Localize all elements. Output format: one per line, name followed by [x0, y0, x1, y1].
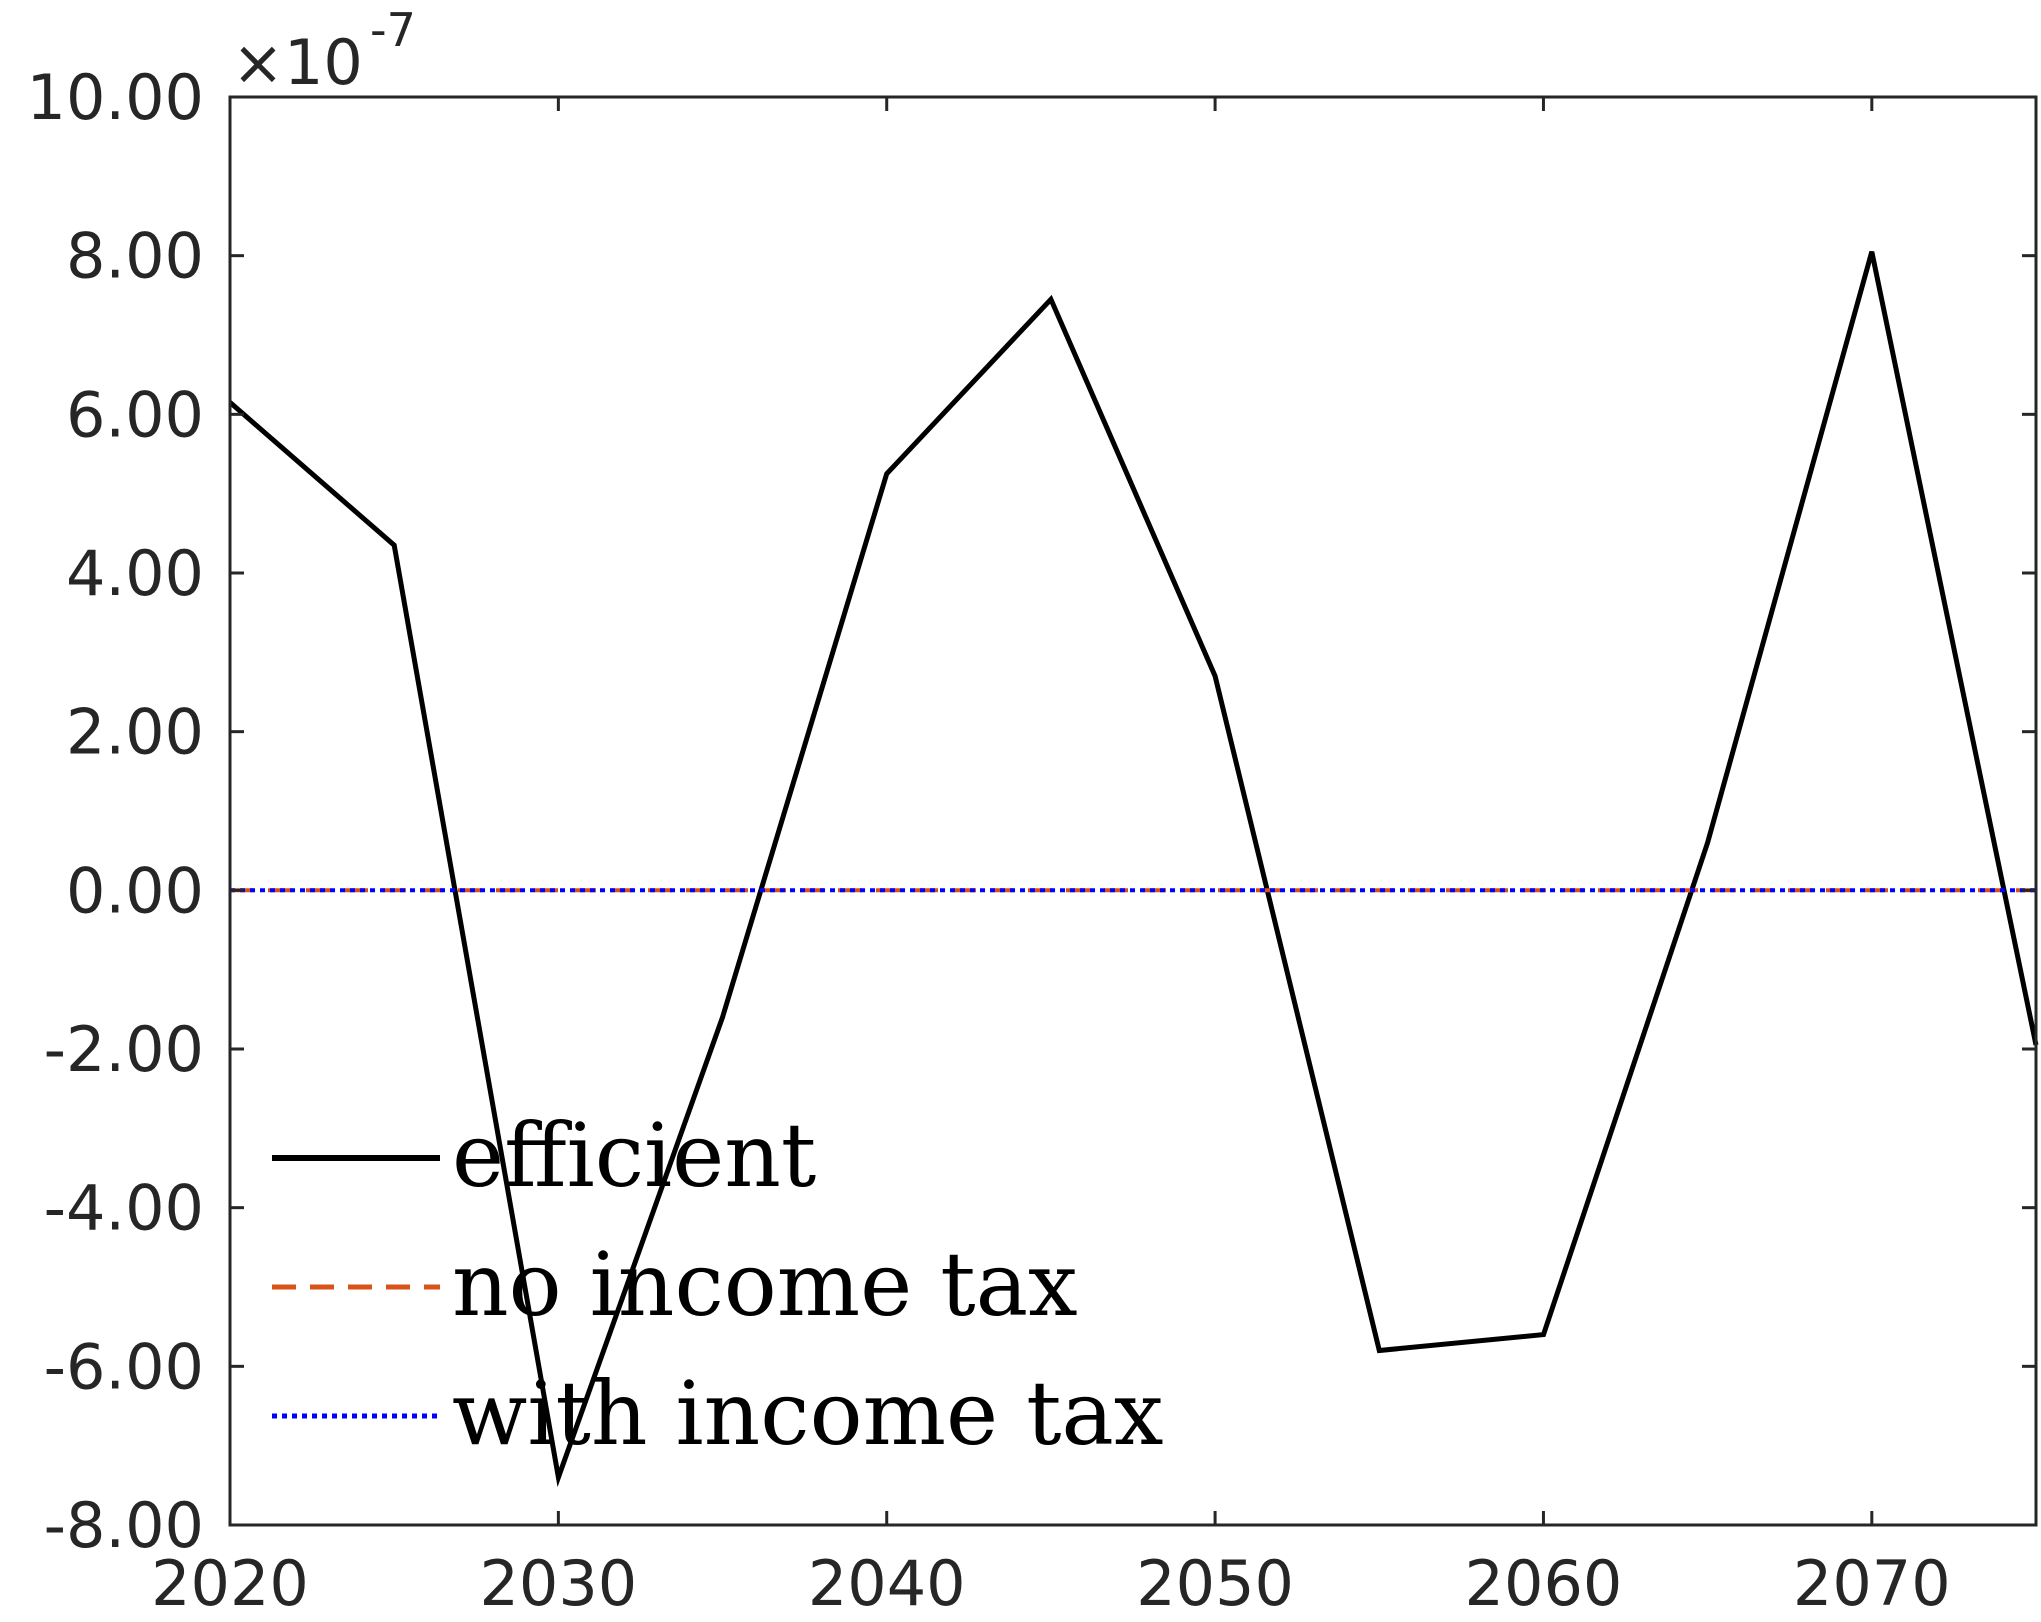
y-tick-label: -8.00 — [44, 1489, 204, 1562]
y-exponent: ×10 -7 — [232, 3, 416, 99]
tick-marks — [228, 95, 2036, 1527]
x-tick-label: 2070 — [1793, 1547, 1951, 1620]
y-tick-label: 2.00 — [66, 696, 204, 769]
y-tick-label: -4.00 — [44, 1172, 204, 1245]
y-exponent-power: -7 — [370, 3, 416, 57]
legend-label: with income tax — [452, 1362, 1164, 1465]
x-tick-label: 2040 — [808, 1547, 966, 1620]
series-line-efficient — [228, 251, 2039, 1488]
x-tick-label: 2060 — [1465, 1547, 1623, 1620]
legend-label: efficient — [452, 1104, 816, 1207]
tick-labels: 2020 2030 2040 2050 2060 2070 -8.00 -6.00 -4.00 -… — [27, 61, 1951, 1620]
y-tick-label: 8.00 — [66, 220, 204, 293]
plot-frame — [228, 95, 2038, 1527]
y-tick-label: 10.00 — [27, 61, 205, 134]
series-layer — [228, 251, 2039, 1488]
x-tick-label: 2020 — [151, 1547, 309, 1620]
y-tick-label: -2.00 — [44, 1013, 204, 1086]
y-tick-label: -6.00 — [44, 1330, 204, 1403]
legend: efficient no income tax with income tax — [272, 1104, 1164, 1465]
y-exponent-base: ×10 — [232, 26, 363, 99]
legend-label: no income tax — [452, 1233, 1078, 1336]
y-tick-label: 6.00 — [66, 378, 204, 451]
x-tick-label: 2030 — [479, 1547, 637, 1620]
y-tick-label: 4.00 — [66, 537, 204, 610]
x-tick-label: 2050 — [1136, 1547, 1294, 1620]
y-tick-label: 0.00 — [66, 854, 204, 927]
